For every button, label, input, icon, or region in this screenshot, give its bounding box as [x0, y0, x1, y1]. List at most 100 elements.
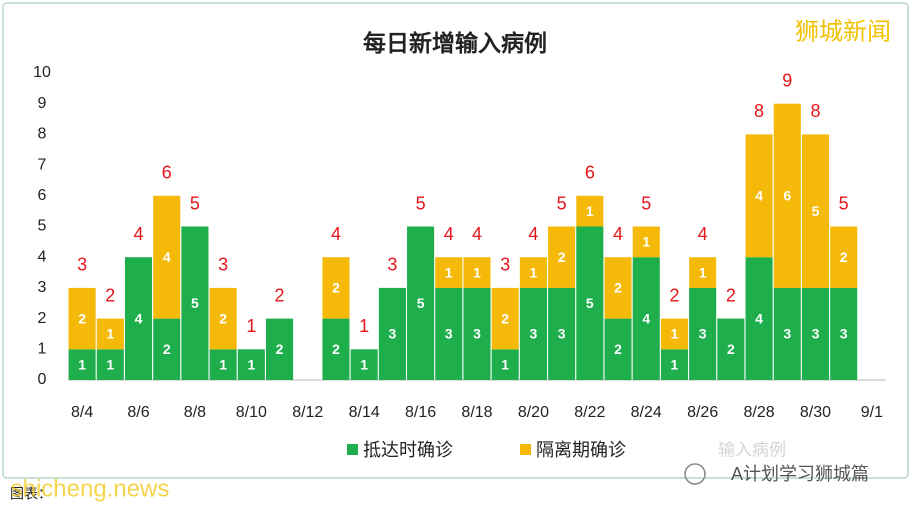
segment-label: 2 [332, 280, 340, 296]
y-tick-label: 8 [38, 126, 47, 143]
bar-segment [632, 226, 660, 258]
segment-label: 1 [501, 356, 509, 372]
x-tick-label: 8/10 [236, 404, 267, 421]
y-tick-label: 3 [38, 279, 47, 296]
segment-label: 3 [530, 326, 538, 342]
segment-label: 1 [642, 234, 650, 250]
bar-segment [378, 287, 406, 380]
total-label: 4 [444, 224, 454, 244]
x-tick-label: 8/18 [461, 404, 492, 421]
legend-swatch [347, 444, 358, 455]
segment-label: 1 [106, 326, 114, 342]
bar-segment [209, 349, 237, 380]
y-tick-label: 10 [33, 64, 51, 81]
segment-label: 1 [586, 203, 594, 219]
segment-label: 1 [219, 356, 227, 372]
total-label: 9 [782, 70, 792, 90]
segment-label: 4 [642, 310, 650, 326]
segment-label: 6 [783, 188, 791, 204]
bar-segment [322, 257, 350, 319]
segment-label: 2 [219, 310, 227, 326]
bar-segment [96, 318, 124, 350]
total-label: 1 [359, 316, 369, 336]
bar-segment [830, 287, 858, 380]
bar-segment [435, 287, 463, 380]
legend-label: 隔离期确诊 [536, 440, 626, 460]
bar-segment [68, 287, 96, 350]
bar-segment [604, 318, 632, 380]
bar-segment [237, 349, 265, 380]
y-tick-label: 9 [38, 95, 47, 112]
segment-label: 1 [530, 264, 538, 280]
total-label: 5 [416, 193, 426, 213]
segment-label: 1 [106, 356, 114, 372]
segment-label: 2 [840, 249, 848, 265]
y-tick-label: 7 [38, 156, 47, 173]
bar-segment [491, 287, 519, 350]
bar-segment [124, 257, 153, 380]
x-tick-label: 8/20 [518, 404, 549, 421]
segment-label: 1 [671, 356, 679, 372]
bar-segment [660, 349, 688, 380]
bar-segment [801, 134, 830, 288]
bar-segment [209, 287, 237, 350]
bar-segment [491, 349, 519, 380]
bar-segment [604, 257, 632, 319]
total-label: 4 [613, 224, 623, 244]
y-tick-label: 5 [38, 218, 47, 235]
segment-label: 5 [586, 295, 594, 311]
total-label: 5 [641, 193, 651, 213]
bar-segment [463, 287, 491, 380]
segment-label: 5 [417, 295, 425, 311]
segment-label: 2 [558, 249, 566, 265]
total-label: 5 [839, 193, 849, 213]
y-tick-label: 6 [38, 187, 47, 204]
bar-segment [153, 195, 181, 319]
segment-label: 1 [671, 326, 679, 342]
segment-label: 2 [614, 280, 622, 296]
segment-label: 2 [501, 310, 509, 326]
brand-watermark: 狮城新闻 [795, 18, 891, 45]
x-tick-label: 9/1 [861, 404, 883, 421]
bar-segment [773, 287, 801, 380]
bar-segment [773, 103, 801, 288]
total-label: 1 [246, 316, 256, 336]
bar-segment [689, 287, 717, 380]
bar-segment [632, 257, 660, 380]
x-tick-label: 8/14 [349, 404, 380, 421]
segment-label: 2 [332, 341, 340, 357]
bar-segment [801, 287, 830, 380]
bar-segment [576, 226, 604, 380]
bar-segment [519, 287, 547, 380]
segment-label: 3 [388, 326, 396, 342]
x-tick-label: 8/26 [687, 404, 718, 421]
x-tick-label: 8/4 [71, 404, 93, 421]
bar-segment [407, 226, 435, 380]
x-tick-label: 8/28 [743, 404, 774, 421]
bar-segment [660, 318, 688, 350]
bar-segment [689, 257, 717, 288]
bar-segment [830, 226, 858, 288]
segment-label: 5 [812, 203, 820, 219]
segment-label: 4 [163, 249, 171, 265]
segment-label: 4 [135, 310, 143, 326]
x-tick-label: 8/22 [574, 404, 605, 421]
legend-swatch [520, 444, 531, 455]
wechat-icon [684, 463, 706, 485]
segment-label: 3 [445, 326, 453, 342]
segment-label: 1 [445, 264, 453, 280]
y-tick-label: 0 [38, 371, 47, 388]
segment-label: 4 [755, 310, 763, 326]
x-tick-label: 8/30 [800, 404, 831, 421]
x-tick-label: 8/6 [127, 404, 149, 421]
bar-segment [576, 195, 604, 227]
account-watermark: A计划学习狮城篇 [731, 464, 869, 484]
total-label: 6 [162, 163, 172, 183]
bar-segment [68, 349, 96, 380]
y-tick-label: 1 [38, 341, 47, 358]
bar-segment [463, 257, 491, 288]
total-label: 4 [698, 224, 708, 244]
bar-segment [322, 318, 350, 380]
total-label: 5 [190, 193, 200, 213]
